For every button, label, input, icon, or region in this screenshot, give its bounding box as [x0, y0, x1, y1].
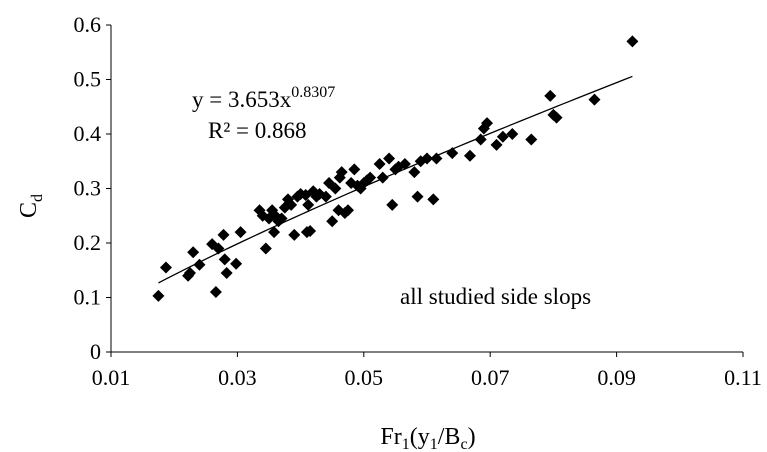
scatter-point — [159, 261, 172, 274]
x-axis-title-sub3: c — [460, 436, 467, 452]
scatter-point — [212, 242, 225, 255]
scatter-point — [364, 171, 377, 184]
scatter-point — [544, 89, 557, 102]
x-tick-label: 0.01 — [92, 365, 131, 390]
scatter-point — [373, 157, 386, 170]
scatter-point — [474, 133, 487, 146]
scatter-point — [626, 35, 639, 48]
chart-annotation: all studied side slops — [400, 284, 591, 309]
scatter-point — [446, 147, 459, 160]
scatter-point — [342, 204, 354, 217]
scatter-point — [398, 157, 411, 170]
x-tick-label: 0.07 — [471, 365, 510, 390]
x-axis-title: Fr1(y1/Bc) — [380, 424, 475, 452]
scatter-point — [550, 111, 563, 124]
y-tick-label: 0.3 — [74, 176, 102, 201]
scatter-point — [259, 242, 272, 255]
scatter-point — [348, 163, 361, 176]
y-axis-title-main: C — [16, 202, 42, 218]
scatter-point — [304, 225, 317, 238]
scatter-point — [230, 257, 243, 270]
x-axis-title-mid: /B — [438, 424, 461, 450]
axes — [106, 24, 744, 357]
scatter-point — [218, 253, 231, 266]
scatter-point — [234, 226, 247, 239]
y-tick-label: 0.5 — [74, 67, 102, 92]
x-tick-label: 0.09 — [597, 365, 636, 390]
scatter-point — [329, 182, 342, 195]
scatter-point — [220, 266, 233, 279]
scatter-point — [383, 152, 396, 165]
scatter-point — [411, 190, 424, 203]
tick-labels: 0 0.1 0.2 0.3 0.4 0.5 0.6 0.01 0.03 0.05 0.07 0.09 0… — [74, 12, 762, 390]
equation-exponent: 0.8307 — [291, 84, 335, 101]
scatter-point — [285, 198, 298, 211]
scatter-point — [193, 258, 206, 271]
scatter-point — [288, 228, 301, 241]
scatter-point — [588, 93, 601, 106]
scatter-point — [302, 198, 315, 211]
scatter-point — [187, 246, 200, 259]
scatter-point — [408, 166, 421, 179]
y-tick-label: 0.4 — [74, 121, 102, 146]
x-tick-label: 0.11 — [724, 365, 762, 390]
scatter-point — [275, 212, 288, 225]
scatter-point — [481, 117, 494, 130]
data-points — [152, 35, 639, 302]
scatter-point — [209, 286, 222, 299]
scatter-point — [506, 128, 519, 140]
scatter-point — [152, 289, 165, 302]
scatter-point — [463, 149, 476, 162]
y-axis-title-sub: d — [29, 194, 46, 202]
scatter-point — [335, 166, 348, 179]
scatter-point — [496, 130, 509, 143]
x-tick-label: 0.03 — [218, 365, 257, 390]
scatter-point — [184, 266, 196, 279]
scatter-point — [268, 226, 281, 239]
scatter-point — [376, 171, 389, 184]
scatter-point — [525, 133, 538, 146]
trendline-equation: y = 3.653x0.8307 — [192, 84, 335, 112]
r-squared-label: R² = 0.868 — [208, 118, 306, 143]
scatter-point — [386, 198, 399, 211]
x-axis-title-sub2: 1 — [430, 436, 438, 452]
scatter-point — [326, 215, 339, 228]
scatter-point — [490, 138, 503, 151]
scatter-point — [421, 152, 433, 165]
y-axis-title: Cd — [16, 194, 46, 218]
scatter-point — [427, 193, 440, 206]
y-tick-label: 0 — [90, 339, 101, 364]
x-axis-title-close: ) — [468, 424, 476, 450]
equation-base: y = 3.653x — [192, 87, 292, 112]
scatter-point — [319, 190, 332, 203]
scatter-point — [217, 228, 230, 241]
y-tick-label: 0.1 — [74, 285, 102, 310]
x-axis-title-sub1: 1 — [402, 436, 410, 452]
y-tick-label: 0.2 — [74, 230, 102, 255]
scatter-point — [430, 152, 443, 165]
x-tick-label: 0.05 — [345, 365, 384, 390]
x-axis-title-main: Fr — [380, 424, 401, 450]
y-tick-label: 0.6 — [74, 12, 102, 37]
x-axis-title-open: (y — [410, 424, 430, 450]
